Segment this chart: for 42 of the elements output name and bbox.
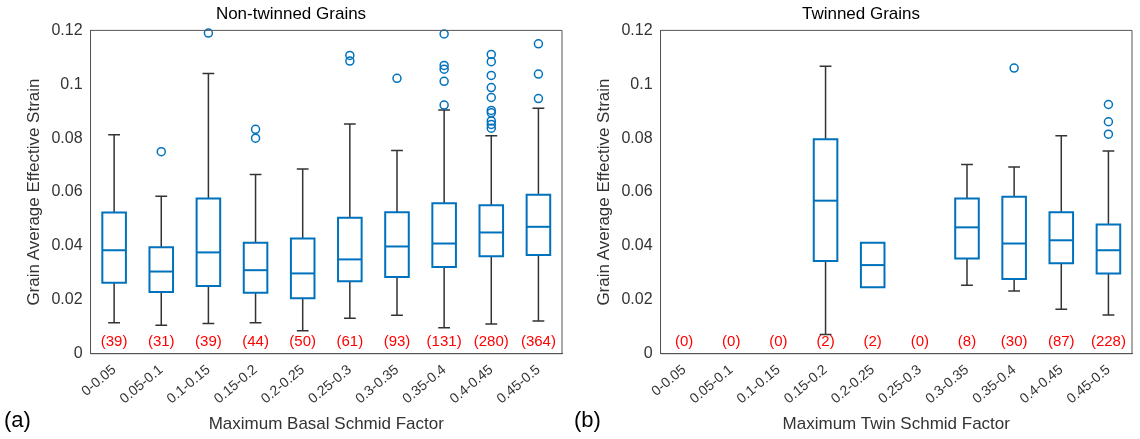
x-axis-title: Maximum Basal Schmid Factor xyxy=(208,414,445,434)
y-tick-label: 0.1 xyxy=(630,74,653,92)
annotation: (87) xyxy=(1047,332,1075,350)
chart-title: Twinned Grains xyxy=(801,3,921,23)
annotation: (131) xyxy=(426,332,462,350)
y-tick-label: 0.08 xyxy=(621,128,653,146)
y-tick-label: 0.12 xyxy=(621,20,653,38)
y-tick-label: 0.04 xyxy=(621,236,653,254)
annotation: (0) xyxy=(910,332,930,350)
y-tick-label: 0.02 xyxy=(621,290,653,308)
annotation: (0) xyxy=(674,332,694,350)
annotation: (31) xyxy=(147,332,175,350)
annotation: (0) xyxy=(722,332,741,350)
annotation: (30) xyxy=(1000,332,1028,350)
y-tick-label: 0.12 xyxy=(51,20,83,38)
y-axis-title: Grain Average Effective Strain xyxy=(593,78,613,306)
y-axis-title: Grain Average Effective Strain xyxy=(23,78,43,306)
y-tick-label: 0.1 xyxy=(60,74,83,92)
annotation: (50) xyxy=(289,332,317,350)
annotation: (228) xyxy=(1090,332,1126,350)
text: (a) xyxy=(4,407,31,433)
y-tick-label: 0.06 xyxy=(621,182,653,200)
annotation: (280) xyxy=(473,332,509,350)
y-tick-label: 0.02 xyxy=(51,290,83,308)
annotation: (61) xyxy=(336,332,364,350)
y-tick-label: 0.04 xyxy=(51,236,83,254)
annotation: (2) xyxy=(863,332,882,350)
annotation: (44) xyxy=(242,332,269,350)
y-tick-label: 0 xyxy=(73,344,83,362)
text: (b) xyxy=(574,407,601,433)
y-tick-label: 0 xyxy=(643,344,653,362)
annotation: (0) xyxy=(769,332,788,350)
annotation: (8) xyxy=(957,332,977,350)
x-axis-title: Maximum Twin Schmid Factor xyxy=(782,414,1011,434)
annotation: (2) xyxy=(816,332,835,350)
annotation: (39) xyxy=(100,332,128,350)
y-tick-label: 0.06 xyxy=(51,182,83,200)
y-tick-label: 0.08 xyxy=(51,128,83,146)
chart-title: Non-twinned Grains xyxy=(215,3,367,23)
annotation: (93) xyxy=(383,332,411,350)
annotation: (364) xyxy=(520,332,556,350)
annotation: (39) xyxy=(195,332,222,350)
